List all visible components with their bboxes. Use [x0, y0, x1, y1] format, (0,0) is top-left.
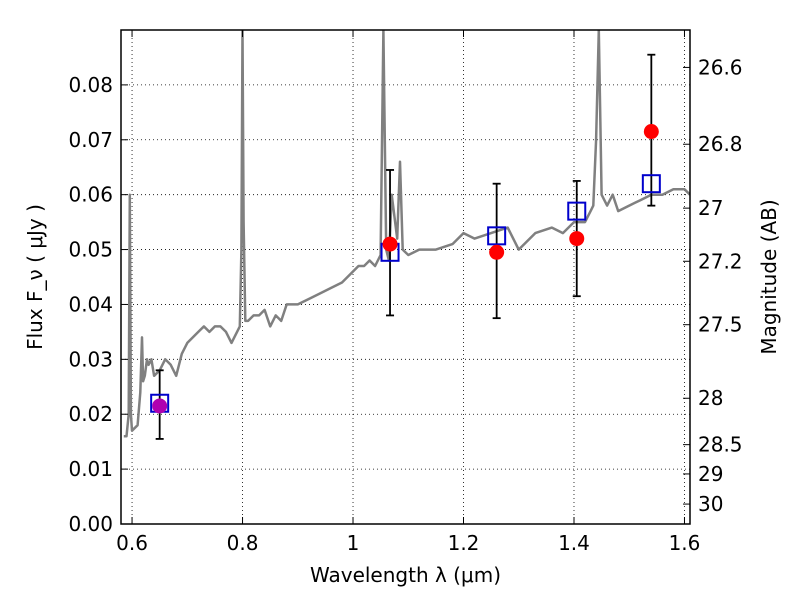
model-photometry-square: [567, 201, 587, 221]
y-axis-label-right: Magnitude (AB): [757, 199, 781, 354]
grid-layer: [121, 30, 690, 525]
x-tick-label: 0.6: [116, 531, 148, 555]
observed-flux-point: [382, 236, 398, 252]
x-axis-label: Wavelength λ (μm): [310, 563, 501, 587]
y-tick-label: 0.07: [68, 128, 113, 152]
x-tick-label: 1: [347, 531, 360, 555]
right-tick-label: 28.5: [698, 433, 743, 457]
y-tick-label: 0.00: [68, 512, 113, 536]
ticks-layer: 0.6 0.8 1 1.2 1.4 1.6 0.00 0.01 0.02 0.03 0.04 0.05…: [68, 30, 743, 555]
model-photometry-square: [641, 174, 661, 194]
y-tick-label: 0.02: [68, 402, 113, 426]
plot-frame: [120, 29, 691, 525]
right-tick-label: 26.6: [698, 55, 743, 79]
model-spectrum-line: [123, 30, 690, 438]
y-tick-label: 0.03: [68, 347, 113, 371]
right-tick-label: 27: [698, 196, 723, 220]
y-tick-label: 0.04: [68, 292, 113, 316]
model-photometry-square: [487, 226, 507, 246]
observed-flux-point: [569, 231, 585, 247]
observed-flux-point: [489, 244, 505, 260]
x-tick-label: 1.4: [558, 531, 590, 555]
x-tick-label: 1.6: [669, 531, 701, 555]
y-tick-label: 0.01: [68, 457, 113, 481]
right-tick-label: 28: [698, 386, 723, 410]
y-tick-label: 0.08: [68, 73, 113, 97]
x-tick-label: 0.8: [227, 531, 259, 555]
y-tick-label: 0.05: [68, 238, 113, 262]
observed-flux-point: [152, 398, 168, 414]
right-tick-label: 26.8: [698, 132, 743, 156]
right-tick-label: 27.5: [698, 313, 743, 337]
y-tick-label: 0.06: [68, 183, 113, 207]
y-axis-label: Flux F_ν ( μJy ): [23, 204, 47, 350]
right-tick-label: 27.2: [698, 249, 743, 273]
observed-flux-point: [643, 124, 659, 140]
x-tick-label: 1.2: [448, 531, 480, 555]
right-tick-label: 29: [698, 462, 723, 486]
plot-layer: [123, 30, 690, 440]
right-tick-label: 30: [698, 492, 723, 516]
